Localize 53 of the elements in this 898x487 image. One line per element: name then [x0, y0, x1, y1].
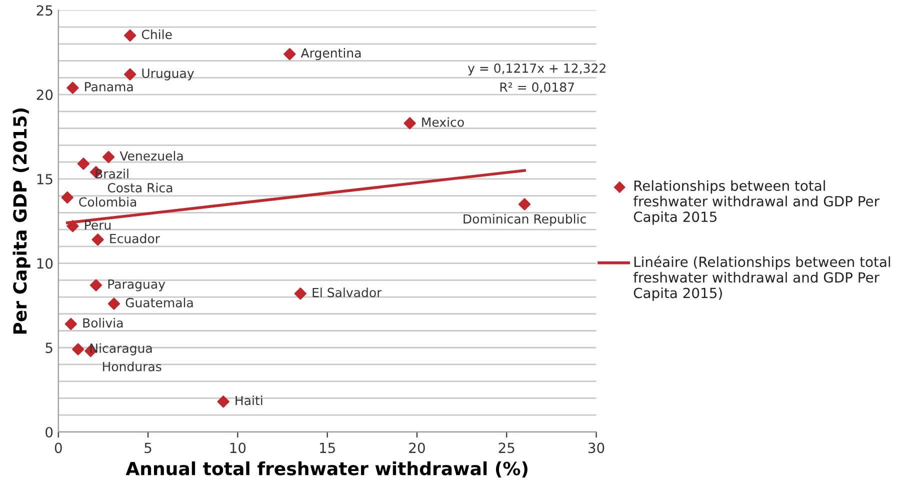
annotation: R² = 0,0187 [500, 82, 574, 94]
point [90, 279, 102, 292]
legend-label: Linéaire (Relationships between total freshwater withdrawal and GDP Per Capita 2015) [633, 256, 890, 301]
y-axis-title: Per Capita GDP (2015) [12, 108, 30, 334]
point [108, 298, 120, 310]
annotation: Uruguay [142, 68, 194, 80]
x-tick-label: 15 [320, 442, 335, 454]
annotation: Costa Rica [108, 182, 172, 192]
point [61, 191, 74, 204]
annotation: Peru [85, 220, 111, 230]
point [124, 29, 136, 42]
annotation: Colombia [79, 196, 136, 207]
x-tick-label: 0 [54, 442, 62, 454]
point [66, 220, 79, 232]
annotation: El Salvador [312, 288, 382, 298]
y-tick-label: 25 [36, 5, 52, 16]
annotation: Argentina [300, 48, 361, 60]
point [77, 158, 90, 170]
point [124, 68, 136, 80]
y-tick-label: 5 [46, 342, 52, 354]
annotation: Chile [142, 29, 172, 40]
annotation: y = 0,1217x + 12,322 [468, 63, 606, 76]
y-tick-label: 15 [37, 174, 52, 184]
annotation: Honduras [102, 362, 162, 372]
point [102, 150, 115, 164]
point [66, 82, 79, 94]
annotation: Mexico [422, 117, 464, 127]
point [92, 234, 104, 246]
point [217, 396, 230, 408]
y-tick-label: 0 [46, 426, 53, 438]
x-tick-label: 10 [230, 442, 246, 454]
point [404, 117, 416, 130]
point [284, 48, 296, 60]
point [72, 343, 84, 356]
x-axis-title: Annual total freshwater withdrawal (%) [126, 461, 528, 478]
annotation: Venezuela [120, 150, 183, 161]
y-tick-label: 20 [36, 90, 53, 100]
annotation: Ecuador [110, 234, 160, 244]
annotation: Dominican Republic [464, 214, 586, 226]
x-tick-label: 25 [498, 442, 514, 454]
point [518, 198, 531, 210]
annotation: Guatemala [126, 298, 193, 308]
annotation: Panama [85, 82, 133, 92]
annotation: Paraguay [108, 280, 166, 292]
x-tick-label: 30 [588, 442, 604, 454]
x-tick-label: 20 [409, 442, 425, 454]
y-tick-label: 10 [37, 258, 53, 269]
x-tick-label: 5 [144, 442, 152, 454]
point [64, 318, 77, 330]
point [294, 288, 306, 300]
legend-label: Relationships between total freshwater withdrawal and GDP Per Capita 2015 [633, 180, 880, 225]
annotation: Bolivia [83, 318, 123, 328]
annotation: Haiti [236, 396, 262, 406]
